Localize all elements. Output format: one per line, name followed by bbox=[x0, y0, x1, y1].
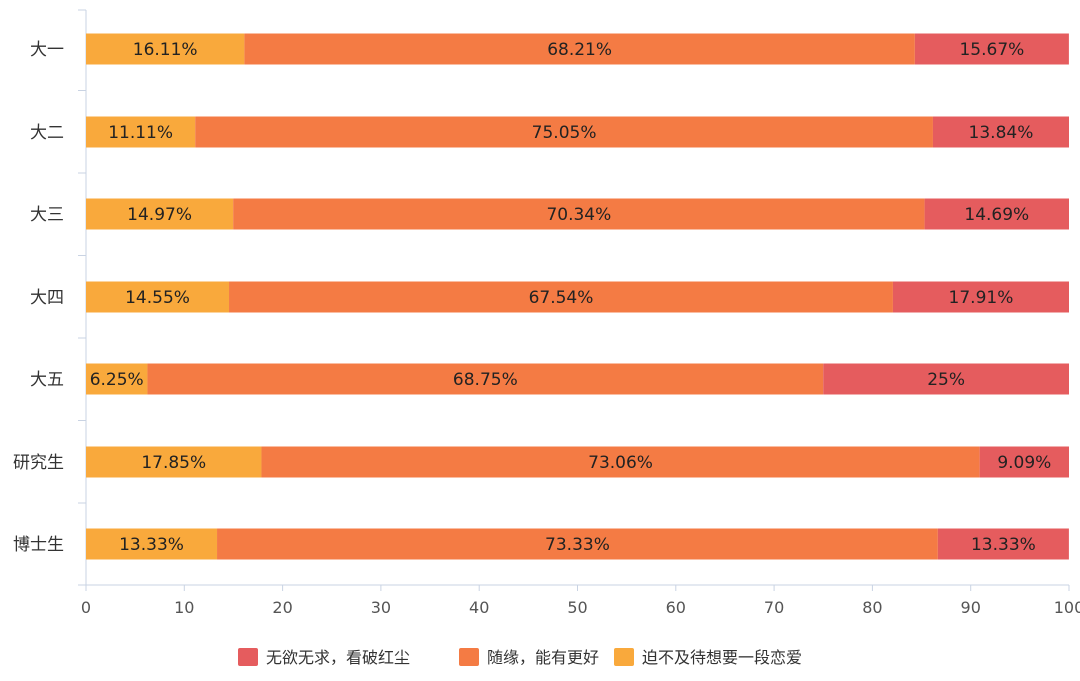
y-tick-label: 大三 bbox=[30, 205, 64, 225]
data-label: 68.21% bbox=[547, 40, 612, 60]
data-label: 73.33% bbox=[545, 535, 610, 555]
data-label: 67.54% bbox=[529, 288, 594, 308]
bar-segment bbox=[924, 198, 1069, 230]
data-label: 11.11% bbox=[108, 123, 173, 143]
bar-labels: 16.11% 68.21% 15.67% 11.11% 75.05% 13.84% 14.9… bbox=[90, 40, 1052, 555]
data-label: 17.91% bbox=[949, 288, 1014, 308]
x-tick-label: 80 bbox=[862, 598, 882, 617]
x-tick-label: 10 bbox=[174, 598, 194, 617]
bar-segment bbox=[86, 281, 230, 313]
bar-segment bbox=[937, 528, 1069, 560]
x-tick-label: 60 bbox=[666, 598, 686, 617]
bar-segment bbox=[86, 446, 262, 478]
bars bbox=[86, 33, 1069, 560]
y-tick-label: 大五 bbox=[30, 370, 64, 390]
x-tick-label: 40 bbox=[469, 598, 489, 617]
bar-segment bbox=[979, 446, 1069, 478]
data-label: 15.67% bbox=[959, 40, 1024, 60]
data-label: 13.84% bbox=[969, 123, 1034, 143]
bar-segment bbox=[86, 363, 148, 395]
data-label: 70.34% bbox=[546, 205, 611, 225]
y-tick-label: 大二 bbox=[30, 123, 64, 143]
data-label: 17.85% bbox=[141, 453, 206, 473]
bar-segment bbox=[892, 281, 1069, 313]
data-label: 75.05% bbox=[532, 123, 597, 143]
y-tick-label: 大四 bbox=[30, 288, 64, 308]
x-tick-label: 50 bbox=[567, 598, 587, 617]
data-label: 6.25% bbox=[90, 370, 144, 390]
legend-label: 随缘，能有更好 bbox=[487, 648, 599, 667]
bar-segment bbox=[217, 528, 938, 560]
legend-label: 迫不及待想要一段恋爱 bbox=[642, 648, 802, 667]
bar-segment bbox=[86, 116, 196, 148]
data-label: 13.33% bbox=[971, 535, 1036, 555]
x-tick-label: 30 bbox=[371, 598, 391, 617]
data-label: 73.06% bbox=[588, 453, 653, 473]
x-tick-label: 100 bbox=[1054, 598, 1080, 617]
bar-segment bbox=[229, 281, 893, 313]
data-label: 9.09% bbox=[997, 453, 1051, 473]
x-tick-label: 20 bbox=[272, 598, 292, 617]
legend-item: 无欲无求，看破红尘 bbox=[238, 648, 410, 667]
bar-segment bbox=[86, 528, 218, 560]
legend: 无欲无求，看破红尘 随缘，能有更好 迫不及待想要一段恋爱 bbox=[238, 648, 802, 667]
bar-segment bbox=[914, 33, 1069, 65]
x-tick-label: 90 bbox=[961, 598, 981, 617]
bar-segment bbox=[147, 363, 824, 395]
bar-segment bbox=[86, 198, 234, 230]
bar-segment bbox=[195, 116, 933, 148]
data-label: 14.97% bbox=[127, 205, 192, 225]
y-tick-label: 研究生 bbox=[13, 453, 64, 473]
legend-item: 迫不及待想要一段恋爱 bbox=[614, 648, 802, 667]
legend-item: 随缘，能有更好 bbox=[459, 648, 599, 667]
legend-swatch bbox=[614, 648, 634, 666]
bar-segment bbox=[932, 116, 1069, 148]
data-label: 68.75% bbox=[453, 370, 518, 390]
data-label: 16.11% bbox=[133, 40, 198, 60]
legend-label: 无欲无求，看破红尘 bbox=[266, 648, 410, 667]
data-label: 14.69% bbox=[964, 205, 1029, 225]
data-label: 14.55% bbox=[125, 288, 190, 308]
bar-segment bbox=[244, 33, 915, 65]
bar-segment bbox=[86, 33, 245, 65]
bar-segment bbox=[233, 198, 925, 230]
bar-segment bbox=[261, 446, 980, 478]
bar-segment bbox=[823, 363, 1069, 395]
legend-swatch bbox=[459, 648, 479, 666]
x-tick-label: 70 bbox=[764, 598, 784, 617]
y-tick-label: 博士生 bbox=[13, 535, 64, 555]
x-tick-label: 0 bbox=[81, 598, 91, 617]
legend-swatch bbox=[238, 648, 258, 666]
data-label: 13.33% bbox=[119, 535, 184, 555]
data-label: 25% bbox=[927, 370, 965, 390]
y-tick-label: 大一 bbox=[30, 40, 64, 60]
